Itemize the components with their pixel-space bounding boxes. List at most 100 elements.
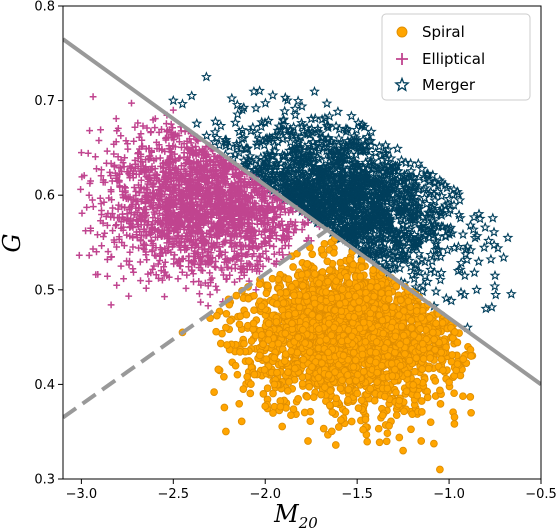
merger-point (283, 169, 295, 180)
elliptical-point (104, 248, 112, 255)
elliptical-point (92, 153, 99, 161)
merger-point (294, 165, 306, 177)
merger-point (419, 270, 431, 281)
merger-point (289, 103, 301, 114)
elliptical-point (236, 275, 243, 283)
spiral-point (319, 424, 328, 433)
merger-point (364, 176, 376, 187)
merger-point (347, 172, 359, 184)
elliptical-point (253, 245, 261, 252)
merger-point (298, 126, 310, 137)
elliptical-point (97, 126, 104, 134)
merger-point (255, 151, 267, 162)
merger-point (317, 131, 329, 143)
elliptical-point (136, 258, 144, 266)
merger-point (413, 248, 425, 259)
spiral-point (294, 395, 302, 403)
merger-point (327, 176, 339, 187)
merger-point (455, 286, 467, 298)
elliptical-point (113, 221, 120, 229)
merger-point (254, 85, 266, 96)
merger-point (273, 120, 285, 132)
spiral-point (410, 367, 419, 376)
merger-point (448, 183, 460, 195)
spiral-point (263, 281, 272, 290)
merger-point (251, 136, 263, 148)
merger-point (457, 228, 469, 240)
merger-point (325, 217, 337, 229)
merger-point (483, 235, 495, 246)
merger-point (316, 132, 328, 143)
merger-point (240, 143, 252, 154)
merger-point (489, 280, 501, 291)
merger-point (251, 128, 263, 139)
merger-point (275, 157, 287, 169)
elliptical-point (231, 278, 238, 286)
merger-point (324, 209, 336, 221)
spiral-point (459, 392, 467, 401)
elliptical-point (124, 145, 132, 153)
elliptical-point (196, 290, 203, 298)
merger-point (209, 126, 221, 137)
merger-point (389, 163, 401, 174)
merger-point (468, 211, 480, 222)
merger-point (293, 135, 305, 147)
merger-point (261, 158, 273, 169)
merger-point (295, 157, 307, 168)
merger-point (421, 198, 433, 209)
elliptical-point (161, 268, 169, 276)
elliptical-point (89, 203, 97, 210)
elliptical-point (130, 268, 137, 276)
merger-point (284, 125, 296, 136)
merger-point (215, 120, 227, 131)
merger-point (430, 235, 442, 247)
merger-point (400, 182, 412, 193)
merger-point (405, 188, 416, 199)
elliptical-point (109, 204, 116, 212)
merger-point (259, 116, 271, 128)
spiral-point (263, 384, 272, 393)
spiral-point (304, 437, 312, 445)
merger-point (358, 121, 370, 132)
merger-point (321, 97, 333, 109)
elliptical-point (117, 262, 125, 270)
merger-point (349, 223, 361, 235)
merger-point (441, 182, 453, 193)
elliptical-point (120, 275, 127, 283)
merger-point (336, 164, 348, 175)
merger-point (331, 200, 343, 212)
elliptical-point (75, 251, 83, 259)
merger-point (270, 158, 282, 169)
merger-point (349, 213, 361, 225)
merger-point (200, 71, 212, 82)
merger-point (434, 174, 446, 185)
merger-point (397, 219, 409, 230)
merger-point (325, 220, 337, 231)
merger-point (465, 219, 476, 231)
merger-point (430, 243, 442, 255)
merger-point (259, 97, 271, 108)
merger-point (458, 289, 470, 300)
merger-point (344, 138, 356, 150)
merger-point (433, 244, 445, 255)
merger-point (238, 132, 250, 143)
merger-point (405, 175, 417, 186)
merger-point (269, 145, 281, 156)
elliptical-point (151, 124, 159, 131)
merger-point (273, 172, 285, 183)
merger-point (229, 116, 241, 128)
merger-point (397, 218, 409, 229)
merger-point (478, 241, 490, 253)
merger-point (321, 180, 333, 192)
merger-point (394, 253, 406, 265)
merger-point (325, 150, 337, 162)
merger-point (382, 211, 393, 222)
merger-point (361, 247, 372, 258)
merger-point (383, 205, 395, 217)
elliptical-point (157, 267, 165, 274)
elliptical-point (252, 235, 259, 243)
merger-point (374, 231, 386, 242)
merger-point (325, 192, 337, 203)
merger-point (390, 199, 402, 210)
merger-point (352, 214, 364, 225)
